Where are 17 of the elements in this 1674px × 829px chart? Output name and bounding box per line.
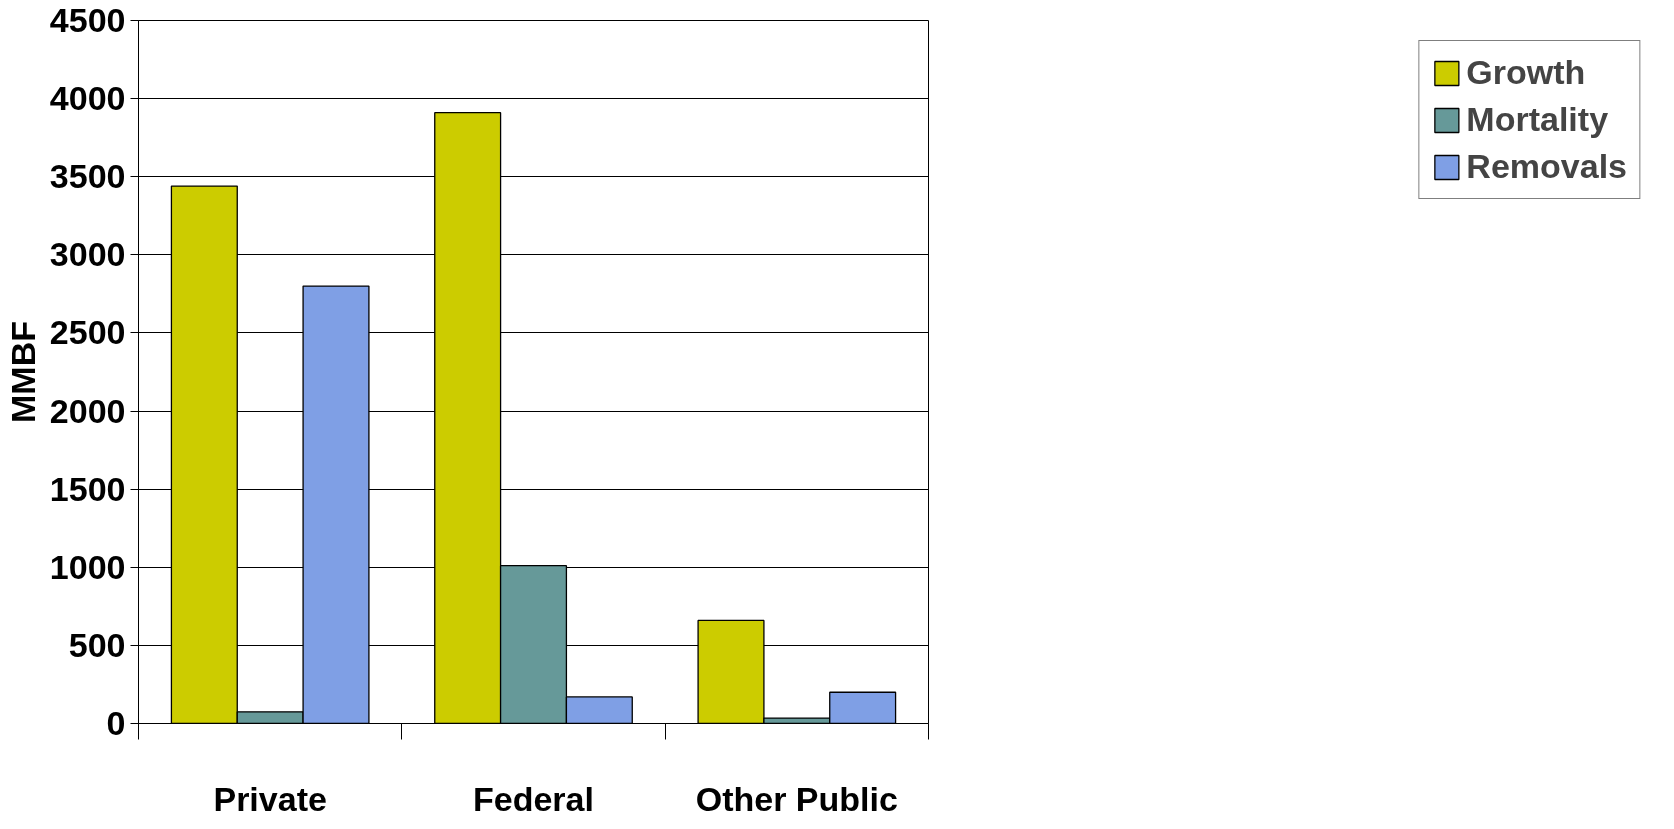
y-tick-label: 3000 (49, 235, 126, 274)
y-tick-label: 4000 (49, 79, 126, 118)
x-tick-label: Federal (473, 779, 594, 818)
legend-label: Removals (1466, 147, 1627, 186)
y-tick-label: 1000 (49, 547, 126, 586)
y-tick-label: 1500 (49, 469, 126, 508)
y-tick-label: 3500 (49, 157, 126, 196)
y-axis-title: MMBF (3, 321, 42, 423)
x-tick-label: Other Public (695, 779, 898, 818)
legend-label: Growth (1466, 53, 1586, 92)
y-tick-label: 2500 (49, 313, 126, 352)
x-tick-label: Private (213, 779, 327, 818)
y-tick-label: 500 (68, 625, 126, 664)
y-tick-label: 0 (106, 704, 126, 742)
y-tick-label: 2000 (49, 391, 126, 430)
y-tick-label: 4500 (49, 1, 126, 39)
legend-label: Mortality (1466, 100, 1609, 139)
